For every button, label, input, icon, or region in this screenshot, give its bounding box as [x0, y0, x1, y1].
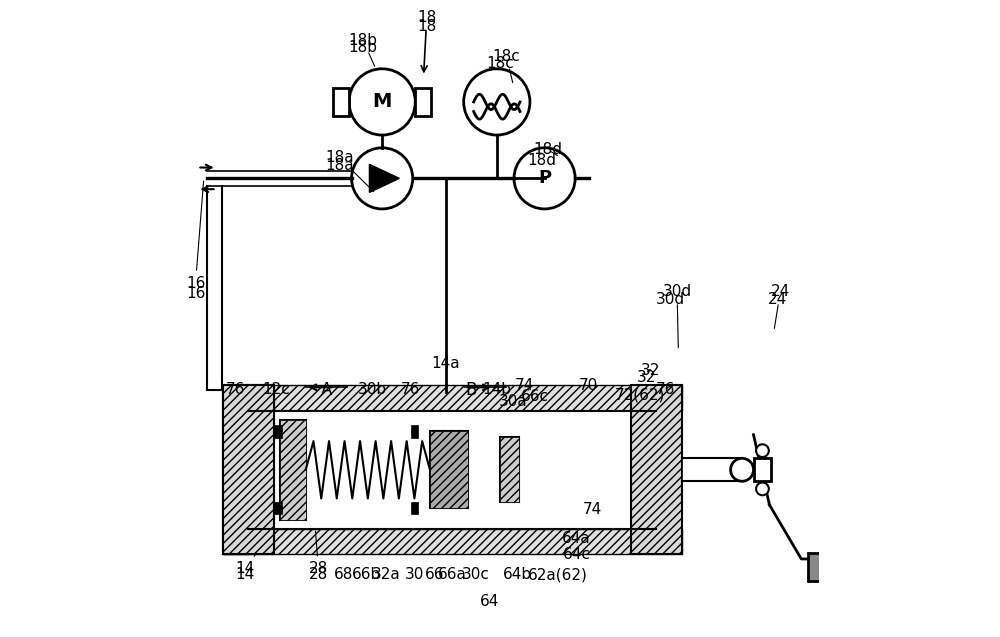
Circle shape: [514, 148, 575, 209]
Text: 30d: 30d: [663, 284, 692, 348]
Text: 14: 14: [236, 567, 255, 582]
Text: 24: 24: [767, 292, 787, 307]
Text: 14: 14: [236, 554, 256, 576]
Polygon shape: [369, 164, 399, 192]
Bar: [223, 385, 248, 554]
Text: 18c: 18c: [492, 48, 520, 83]
Text: 64c: 64c: [563, 547, 590, 562]
Bar: [248, 411, 656, 529]
Text: 18d: 18d: [533, 142, 562, 157]
Bar: [411, 426, 418, 438]
Text: 18a: 18a: [325, 158, 354, 173]
Text: 18b: 18b: [349, 32, 378, 66]
Circle shape: [349, 69, 415, 135]
Bar: [631, 385, 682, 554]
Text: 66b: 66b: [352, 567, 381, 582]
Text: 30c: 30c: [462, 567, 490, 582]
Bar: [223, 385, 274, 554]
Text: 76: 76: [656, 382, 675, 397]
Circle shape: [756, 483, 769, 496]
Circle shape: [352, 148, 413, 209]
Bar: [280, 420, 306, 520]
Bar: [274, 502, 282, 515]
Bar: [223, 529, 682, 554]
Text: 66c: 66c: [521, 389, 549, 404]
Bar: [333, 88, 349, 116]
Text: 12c: 12c: [262, 382, 290, 397]
Text: 66a: 66a: [438, 567, 467, 582]
Circle shape: [756, 445, 769, 457]
Bar: [280, 420, 306, 520]
Bar: [682, 459, 742, 482]
Text: 76: 76: [226, 382, 245, 397]
Text: 64: 64: [479, 594, 499, 610]
Text: 18d: 18d: [527, 153, 556, 168]
Circle shape: [464, 69, 530, 135]
Text: 14b: 14b: [482, 382, 511, 397]
Text: 64b: 64b: [503, 567, 532, 582]
Bar: [430, 431, 468, 508]
Text: 16: 16: [186, 285, 205, 301]
Text: 32: 32: [637, 369, 656, 385]
Bar: [754, 459, 771, 482]
Text: 72(62): 72(62): [615, 387, 665, 403]
Text: 64a: 64a: [562, 531, 591, 546]
Text: 30: 30: [404, 567, 424, 582]
Text: P: P: [538, 169, 551, 187]
Bar: [808, 553, 824, 581]
Bar: [223, 385, 682, 411]
Text: 62a(62): 62a(62): [527, 567, 587, 582]
Circle shape: [731, 459, 754, 482]
Text: 70: 70: [578, 378, 598, 393]
Text: 30b: 30b: [358, 382, 387, 397]
Text: 76: 76: [401, 382, 421, 397]
Bar: [430, 431, 468, 508]
Bar: [274, 426, 282, 438]
Bar: [223, 385, 274, 554]
Text: M: M: [372, 92, 392, 111]
Bar: [411, 502, 418, 515]
Text: 18a: 18a: [325, 150, 374, 192]
Text: 18: 18: [417, 10, 436, 72]
Text: B: B: [466, 381, 477, 399]
Text: 18: 18: [417, 19, 436, 34]
Text: 16: 16: [186, 181, 205, 291]
Text: 30d: 30d: [656, 292, 685, 307]
Text: 66: 66: [425, 567, 445, 582]
Text: 74: 74: [583, 502, 602, 517]
Text: 24: 24: [771, 284, 790, 329]
Text: 18b: 18b: [349, 40, 378, 55]
Bar: [500, 438, 519, 502]
Text: A: A: [321, 381, 332, 399]
Text: 28: 28: [309, 531, 328, 576]
Bar: [500, 438, 519, 502]
Text: 74: 74: [515, 378, 534, 393]
Text: 68: 68: [334, 567, 354, 582]
Text: 32: 32: [641, 362, 661, 378]
Text: 30a: 30a: [498, 394, 527, 409]
Text: 14a: 14a: [432, 355, 460, 371]
Text: 28: 28: [309, 567, 328, 582]
Text: 18c: 18c: [486, 56, 514, 71]
Bar: [415, 88, 431, 116]
Text: 32a: 32a: [372, 567, 401, 582]
